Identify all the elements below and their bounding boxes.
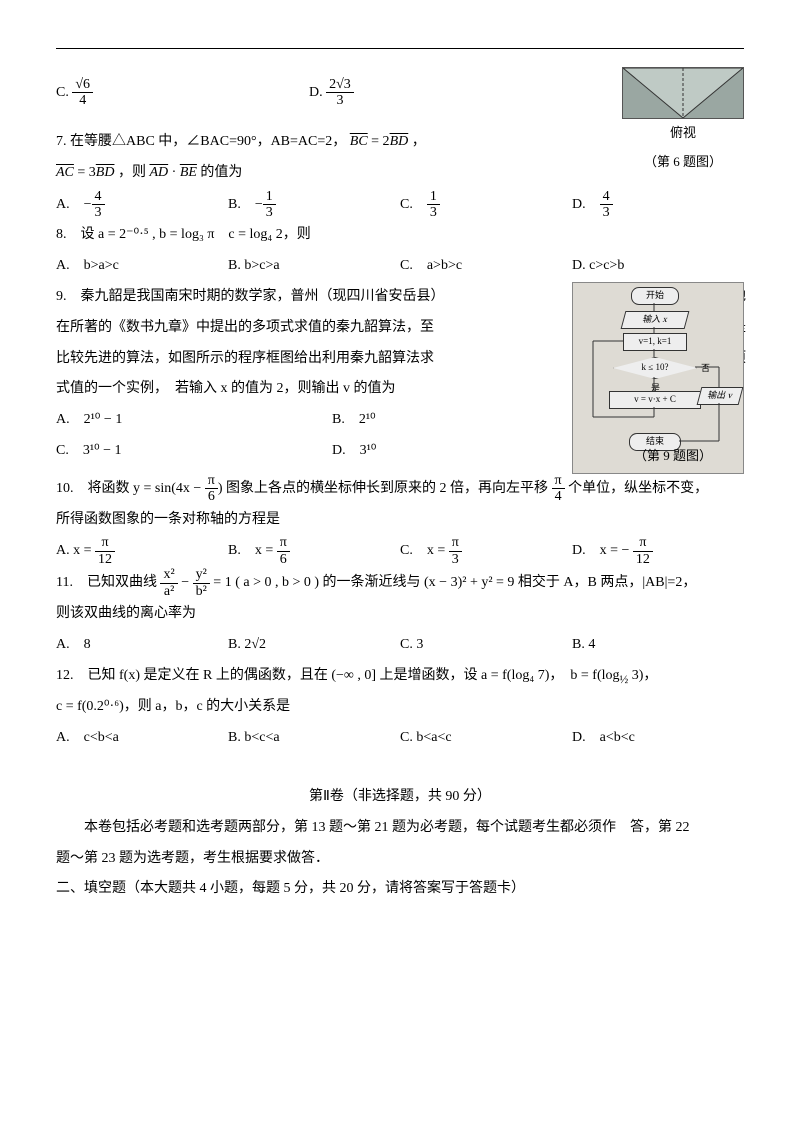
q12-sub: ½: [620, 673, 629, 686]
q10-shift: π4: [552, 473, 565, 505]
q11-t2: y²b²: [193, 567, 210, 599]
part2-p1: 本卷包括必考题和选考题两部分，第 13 题～第 21 题为必考题，每个试题考生都…: [56, 813, 744, 844]
q9-l4: 式值的一个实例， 若输入 x 的值为 2，则输出 v 的值为: [56, 374, 536, 405]
q10-s4: 所得函数图象的一条对称轴的方程是: [56, 505, 744, 536]
q7-options: A. −43 B. −13 C. 13 D. 43: [56, 189, 744, 221]
q12-s1: 12. 已知 f(x) 是定义在 R 上的偶函数，且在 (−∞ , 0] 上是增…: [56, 668, 620, 683]
q7-d: D. 43: [572, 189, 744, 221]
q10-s1: 10. 将函数: [56, 481, 133, 496]
q12-s2: c = f(0.2⁰·⁶)，则 a，b，c 的大小关系是: [56, 692, 744, 723]
q8-b: B. b>c>a: [228, 251, 400, 282]
q7-stem4: 的值为: [200, 165, 242, 180]
q7: 7. 在等腰△ABC 中，∠BAC=90°，AB=AC=2， BC = 2BD …: [56, 127, 744, 158]
q11-d: B. 4: [572, 630, 744, 661]
q7-b: B. −13: [228, 189, 400, 221]
q9-a: A. 2¹⁰ − 1: [56, 405, 332, 436]
q11-c: C. 3: [400, 630, 572, 661]
q6-d-label: D.: [309, 85, 323, 100]
q6-c-frac: √64: [72, 77, 93, 109]
q12-b: B. b<c<a: [228, 723, 400, 754]
q9-opts-cd: C. 3¹⁰ − 1 D. 3¹⁰: [56, 436, 516, 467]
q7-eq1: BC = 2BD: [350, 134, 408, 149]
q9: 开始 输入 x v=1, k=1 k ≤ 10? 是 否 v = v·x + C…: [56, 282, 744, 467]
q8-d: D. c>c>b: [572, 251, 744, 282]
q11-b: B. 2√2: [228, 630, 400, 661]
q7-a: A. −43: [56, 189, 228, 221]
q12-d: D. a<b<c: [572, 723, 744, 754]
q7-stem3: ，则: [118, 165, 150, 180]
q6-c-label: C.: [56, 85, 69, 100]
q7-stem2: ，: [412, 134, 426, 149]
q9-figure: 开始 输入 x v=1, k=1 k ≤ 10? 是 否 v = v·x + C…: [572, 282, 744, 471]
part2-p3: 二、填空题（本大题共 4 小题，每题 5 分，共 20 分，请将答案写于答题卡）: [56, 874, 744, 905]
q7-c: C. 13: [400, 189, 572, 221]
q12-s1b: 3)，: [628, 668, 657, 683]
q9-l1a: 9. 秦九韶是我国南宋时期的数学家，普州（现四川省安岳县）: [56, 282, 445, 313]
q8-options: A. b>a>c B. b>c>a C. a>b>c D. c>c>b: [56, 251, 744, 282]
q11-minus: −: [181, 576, 192, 591]
q11-a: A. 8: [56, 630, 228, 661]
q8-a: A. b>a>c: [56, 251, 228, 282]
q7-eq2: AC = 3BD: [56, 165, 114, 180]
q11-options: A. 8 B. 2√2 C. 3 B. 4: [56, 630, 744, 661]
q11-s2: = 1 ( a > 0 , b > 0 ) 的一条渐近线与 (x − 3)² +…: [213, 576, 696, 591]
q10-b: B. x = π6: [228, 535, 400, 567]
q8-c: C. a>b>c: [400, 251, 572, 282]
q9-b: B. 2¹⁰: [332, 405, 516, 436]
q6-opt-c: C. √64: [56, 77, 309, 109]
q10-fx: y = sin(4x − π6): [133, 481, 226, 496]
q6-row: 俯视 （第 6 题图） C. √64 D. 2√33: [56, 77, 744, 109]
q6-options: C. √64 D. 2√33: [56, 77, 516, 109]
q8-stem: 8. 设 a = 2⁻⁰·⁵ , b = log₃ π c = log₄ 2，则: [56, 220, 744, 251]
q9-text: 9. 秦九韶是我国南宋时期的数学家，普州（现四川省安岳县）人，他 在所著的《数书…: [56, 282, 536, 467]
q9-l2a: 在所著的《数书九章》中提出的多项式求值的秦九韶算法，至: [56, 313, 434, 344]
part2-title: 第Ⅱ卷（非选择题，共 90 分）: [56, 782, 744, 813]
q12-options: A. c<b<a B. b<c<a C. b<a<c D. a<b<c: [56, 723, 744, 754]
q10-a: A. x = π12: [56, 535, 228, 567]
q12-c: C. b<a<c: [400, 723, 572, 754]
q9-c: C. 3¹⁰ − 1: [56, 436, 332, 467]
q9-d: D. 3¹⁰: [332, 436, 516, 467]
q7-stem1: 7. 在等腰△ABC 中，∠BAC=90°，AB=AC=2，: [56, 134, 346, 149]
q6-triangle: [622, 67, 744, 119]
q12-a: A. c<b<a: [56, 723, 228, 754]
q7-line2: AC = 3BD ，则 AD · BE 的值为: [56, 158, 744, 189]
q6-d-frac: 2√33: [326, 77, 354, 109]
q10-s3: 个单位，纵坐标不变，: [568, 481, 708, 496]
q9-l3a: 比较先进的算法，如图所示的程序框图给出利用秦九韶算法求: [56, 344, 434, 375]
page-top-rule: [56, 48, 744, 49]
q11: 11. 已知双曲线 x²a² − y²b² = 1 ( a > 0 , b > …: [56, 567, 744, 599]
q10: 10. 将函数 y = sin(4x − π6) 图象上各点的横坐标伸长到原来的…: [56, 473, 744, 505]
part2-p2: 题～第 23 题为选考题，考生根据要求做答．: [56, 844, 744, 875]
q9-cap: （第 9 题图）: [602, 442, 744, 471]
q10-d: D. x = − π12: [572, 535, 744, 567]
q11-t1: x²a²: [160, 567, 177, 599]
q10-options: A. x = π12 B. x = π6 C. x = π3 D. x = − …: [56, 535, 744, 567]
q12: 12. 已知 f(x) 是定义在 R 上的偶函数，且在 (−∞ , 0] 上是增…: [56, 661, 744, 692]
q6-opt-d: D. 2√33: [309, 77, 516, 109]
q11-s3: 则该双曲线的离心率为: [56, 599, 744, 630]
q10-c: C. x = π3: [400, 535, 572, 567]
q9-opts-ab: A. 2¹⁰ − 1 B. 2¹⁰: [56, 405, 516, 436]
q7-eq3: AD · BE: [149, 165, 196, 180]
q11-s1: 11. 已知双曲线: [56, 576, 160, 591]
q10-s2: 图象上各点的横坐标伸长到原来的 2 倍，再向左平移: [226, 481, 552, 496]
